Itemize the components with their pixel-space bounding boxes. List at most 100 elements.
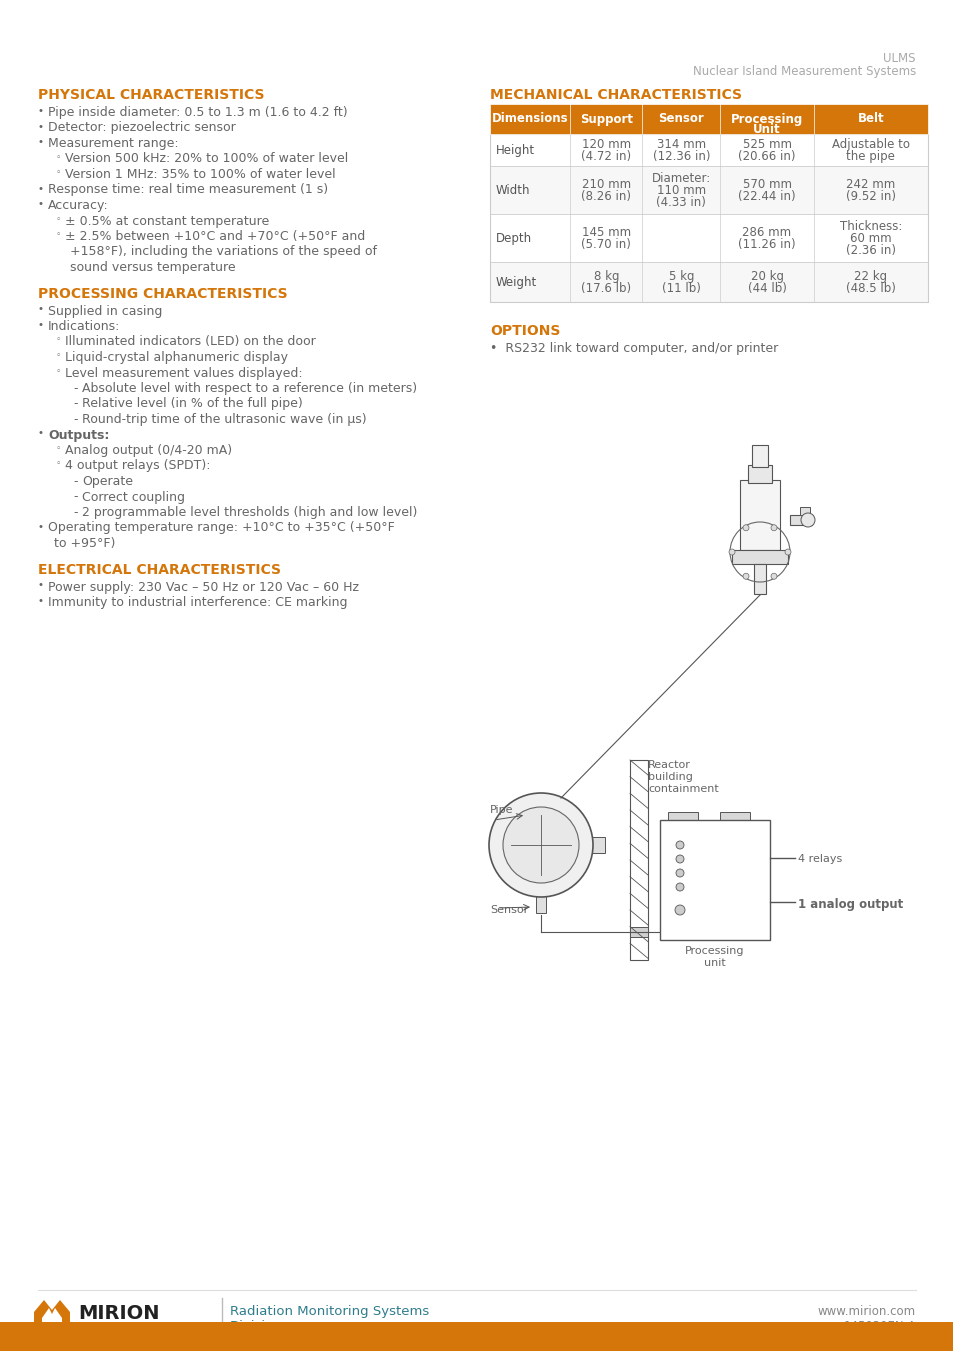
- Text: Relative level (in % of the full pipe): Relative level (in % of the full pipe): [82, 397, 302, 411]
- Text: Division: Division: [230, 1320, 282, 1333]
- Text: (2.36 in): (2.36 in): [845, 245, 895, 257]
- Text: PROCESSING CHARACTERISTICS: PROCESSING CHARACTERISTICS: [38, 286, 287, 300]
- Text: Accuracy:: Accuracy:: [48, 199, 109, 212]
- Text: (5.70 in): (5.70 in): [580, 238, 631, 251]
- Polygon shape: [42, 1308, 62, 1340]
- Text: Operating temperature range: +10°C to +35°C (+50°F: Operating temperature range: +10°C to +3…: [48, 521, 395, 535]
- Text: ◦: ◦: [56, 335, 61, 345]
- Circle shape: [675, 905, 684, 915]
- Text: (48.5 lb): (48.5 lb): [845, 282, 895, 295]
- Circle shape: [676, 842, 683, 848]
- Text: •: •: [38, 581, 44, 590]
- Text: Diameter:: Diameter:: [651, 172, 710, 185]
- Bar: [740, 480, 780, 550]
- Circle shape: [801, 513, 814, 527]
- Text: ◦: ◦: [56, 215, 61, 223]
- Text: 8 kg: 8 kg: [593, 270, 618, 282]
- Text: ◦: ◦: [56, 230, 61, 239]
- Text: 4 relays: 4 relays: [797, 854, 841, 865]
- Text: -: -: [73, 382, 77, 394]
- Text: Processing: Processing: [684, 946, 744, 957]
- Text: 145030EN-A: 145030EN-A: [842, 1320, 915, 1333]
- Text: MECHANICAL CHARACTERISTICS: MECHANICAL CHARACTERISTICS: [490, 88, 741, 101]
- Text: 242 mm: 242 mm: [845, 178, 895, 190]
- Bar: [667, 812, 698, 821]
- Text: ± 2.5% between +10°C and +70°C (+50°F and: ± 2.5% between +10°C and +70°C (+50°F an…: [65, 230, 365, 243]
- Text: Liquid-crystal alphanumeric display: Liquid-crystal alphanumeric display: [65, 351, 288, 363]
- Text: Level measurement values displayed:: Level measurement values displayed:: [65, 366, 302, 380]
- Text: sound versus temperature: sound versus temperature: [70, 261, 235, 274]
- Text: (4.33 in): (4.33 in): [656, 196, 705, 209]
- Text: Thickness:: Thickness:: [839, 220, 902, 232]
- Circle shape: [489, 793, 593, 897]
- Bar: [0, 1323, 953, 1351]
- Text: 22 kg: 22 kg: [853, 270, 886, 282]
- Text: •: •: [38, 136, 44, 147]
- Bar: [490, 134, 927, 166]
- Text: +158°F), including the variations of the speed of: +158°F), including the variations of the…: [70, 246, 376, 258]
- Text: •: •: [38, 105, 44, 116]
- Bar: [789, 515, 811, 526]
- Text: Height: Height: [496, 145, 535, 157]
- Text: (22.44 in): (22.44 in): [738, 190, 795, 203]
- Text: Measurement range:: Measurement range:: [48, 136, 178, 150]
- Text: Version 1 MHz: 35% to 100% of water level: Version 1 MHz: 35% to 100% of water leve…: [65, 168, 335, 181]
- Circle shape: [742, 573, 748, 580]
- Bar: [490, 104, 927, 134]
- Bar: [629, 761, 647, 961]
- Text: ◦: ◦: [56, 459, 61, 469]
- Text: 210 mm: 210 mm: [581, 178, 630, 190]
- Bar: [753, 563, 765, 594]
- Text: 2 programmable level thresholds (high and low level): 2 programmable level thresholds (high an…: [82, 507, 417, 519]
- Text: -: -: [73, 413, 77, 426]
- Text: Response time: real time measurement (1 s): Response time: real time measurement (1 …: [48, 184, 328, 196]
- Text: •: •: [38, 184, 44, 193]
- Circle shape: [48, 1323, 56, 1329]
- Text: (11.26 in): (11.26 in): [738, 238, 795, 251]
- Text: -: -: [73, 476, 77, 488]
- Text: •: •: [38, 596, 44, 607]
- Text: •: •: [38, 122, 44, 131]
- Text: -: -: [73, 507, 77, 519]
- Text: Support: Support: [579, 112, 632, 126]
- Text: (4.72 in): (4.72 in): [580, 150, 631, 163]
- Bar: [629, 927, 647, 938]
- Bar: [659, 820, 769, 940]
- Text: Supplied in casing: Supplied in casing: [48, 304, 162, 317]
- Text: 5 kg: 5 kg: [668, 270, 694, 282]
- Text: Weight: Weight: [496, 276, 537, 289]
- Text: 286 mm: 286 mm: [741, 226, 791, 239]
- Text: Correct coupling: Correct coupling: [82, 490, 185, 504]
- Text: -: -: [73, 397, 77, 411]
- Text: Indications:: Indications:: [48, 320, 120, 332]
- Text: Pipe inside diameter: 0.5 to 1.3 m (1.6 to 4.2 ft): Pipe inside diameter: 0.5 to 1.3 m (1.6 …: [48, 105, 347, 119]
- Text: 120 mm: 120 mm: [581, 138, 630, 151]
- Text: 570 mm: 570 mm: [741, 178, 791, 190]
- Text: ◦: ◦: [56, 351, 61, 359]
- Text: Analog output (0/4-20 mA): Analog output (0/4-20 mA): [65, 444, 232, 457]
- Text: Processing: Processing: [730, 113, 802, 126]
- Text: •: •: [38, 521, 44, 531]
- Text: •: •: [38, 199, 44, 209]
- Text: •: •: [38, 304, 44, 315]
- Text: Detector: piezoelectric sensor: Detector: piezoelectric sensor: [48, 122, 235, 135]
- Text: -: -: [73, 490, 77, 504]
- Bar: [800, 507, 809, 515]
- Text: 145 mm: 145 mm: [581, 226, 630, 239]
- Text: 60 mm: 60 mm: [849, 232, 891, 245]
- Text: 110 mm: 110 mm: [657, 184, 705, 197]
- Text: •: •: [38, 320, 44, 330]
- Text: ◦: ◦: [56, 168, 61, 177]
- Text: ◦: ◦: [56, 153, 61, 162]
- Text: Nuclear Island Measurement Systems: Nuclear Island Measurement Systems: [692, 65, 915, 78]
- Polygon shape: [34, 1300, 70, 1340]
- Text: Radiation Monitoring Systems: Radiation Monitoring Systems: [230, 1305, 429, 1319]
- Bar: [490, 213, 927, 262]
- Bar: [490, 262, 927, 303]
- Text: Sensor: Sensor: [658, 112, 703, 126]
- Text: www.mirion.com: www.mirion.com: [817, 1305, 915, 1319]
- Text: Belt: Belt: [857, 112, 883, 126]
- Bar: [720, 812, 749, 821]
- Text: ◦: ◦: [56, 444, 61, 453]
- Text: Absolute level with respect to a reference (in meters): Absolute level with respect to a referen…: [82, 382, 416, 394]
